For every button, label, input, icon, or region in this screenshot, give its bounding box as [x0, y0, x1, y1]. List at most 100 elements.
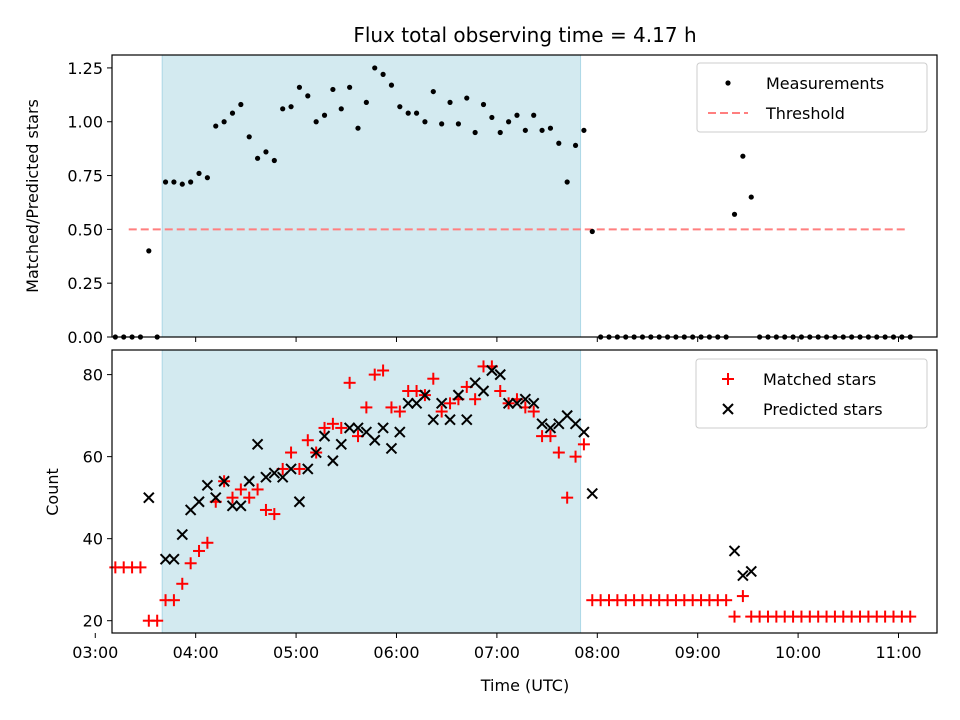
- matched-star-point: [728, 610, 741, 623]
- legend-matched-marker: [722, 373, 734, 385]
- predicted-star-stroke-b: [486, 364, 498, 377]
- matched-star-point: [301, 434, 314, 447]
- predicted-star-stroke-b: [544, 422, 557, 434]
- matched-star-point: [176, 577, 189, 590]
- measurement-point: [238, 101, 244, 108]
- matched-star-point: [393, 405, 406, 418]
- predicted-star-stroke-b: [235, 500, 247, 512]
- predicted-star-point: [452, 389, 465, 401]
- legend-matched-label: Matched stars: [763, 370, 876, 389]
- predicted-star-point: [427, 414, 440, 426]
- predicted-star-point: [385, 442, 398, 455]
- measurement-point: [288, 104, 294, 110]
- measurement-point: [489, 114, 495, 121]
- measurement-point: [547, 125, 554, 131]
- x-tick-label: 03:00: [72, 643, 118, 662]
- predicted-star-stroke-b: [519, 393, 532, 405]
- matched-star-point: [326, 417, 339, 430]
- matched-star-point: [259, 503, 272, 516]
- matched-star-point: [268, 508, 281, 521]
- top-y-tick-label: 0.50: [67, 220, 103, 239]
- legend-measurements-label: Measurements: [766, 74, 884, 93]
- matched-star-point: [251, 483, 264, 496]
- predicted-star-stroke-b: [218, 475, 230, 487]
- measurement-point: [731, 211, 738, 217]
- predicted-star-point: [461, 414, 473, 426]
- x-tick-label: 07:00: [474, 643, 520, 662]
- predicted-star-point: [435, 397, 448, 410]
- matched-star-point: [243, 491, 256, 504]
- matched-star-point: [736, 590, 749, 603]
- predicted-star-stroke-b: [343, 422, 356, 434]
- predicted-star-point: [235, 500, 247, 512]
- predicted-star-point: [544, 422, 557, 434]
- top-legend-box: [696, 62, 928, 133]
- measurement-point: [572, 142, 579, 149]
- predicted-star-point: [176, 528, 188, 541]
- bottom-legend: Matched stars Predicted stars: [695, 358, 928, 429]
- predicted-star-point: [168, 553, 180, 565]
- chart-title: Flux total observing time = 4.17 h: [353, 23, 696, 47]
- measurement-point: [397, 104, 403, 110]
- predicted-star-stroke-b: [728, 545, 741, 557]
- predicted-star-point: [737, 569, 749, 582]
- measurement-point: [162, 179, 169, 185]
- predicted-star-point: [494, 368, 506, 381]
- predicted-star-stroke-b: [293, 496, 306, 508]
- x-tick-label: 06:00: [373, 643, 419, 662]
- predicted-star-point: [159, 553, 172, 565]
- measurement-point: [321, 112, 328, 118]
- matched-star-point: [385, 401, 398, 414]
- matched-star-point: [527, 405, 540, 418]
- measurement-point: [372, 65, 378, 71]
- x-tick-label: 09:00: [675, 643, 721, 662]
- matched-star-point: [377, 364, 390, 377]
- predicted-star-stroke-b: [586, 487, 598, 500]
- predicted-star-point: [728, 545, 741, 557]
- predicted-star-stroke-b: [394, 426, 406, 438]
- predicted-star-point: [343, 422, 356, 434]
- predicted-star-point: [527, 397, 540, 410]
- predicted-star-point: [285, 463, 297, 475]
- x-tick-label: 04:00: [173, 643, 219, 662]
- predicted-star-stroke-b: [527, 397, 540, 410]
- predicted-star-stroke-b: [461, 414, 473, 426]
- measurement-point: [464, 95, 470, 101]
- predicted-star-stroke-b: [737, 569, 749, 582]
- predicted-star-stroke-b: [360, 426, 373, 438]
- measurement-point: [254, 155, 261, 161]
- predicted-star-point: [377, 422, 389, 434]
- x-tick-label: 05:00: [273, 643, 319, 662]
- predicted-star-point: [193, 496, 205, 508]
- predicted-star-stroke-b: [477, 385, 490, 397]
- predicted-star-point: [745, 565, 757, 578]
- matched-star-point: [435, 405, 448, 418]
- measurement-point: [455, 121, 461, 127]
- matched-star-point: [544, 430, 557, 443]
- measurement-point: [271, 157, 277, 164]
- legend-threshold-label: Threshold: [765, 104, 845, 123]
- x-axis-label: Time (UTC): [480, 676, 569, 695]
- predicted-star-stroke-b: [310, 446, 322, 459]
- measurement-point: [422, 119, 428, 125]
- predicted-star-point: [586, 487, 598, 500]
- matched-star-point: [427, 372, 440, 385]
- predicted-star-point: [335, 438, 347, 451]
- predicted-star-point: [486, 364, 498, 377]
- matched-star-point: [293, 462, 306, 475]
- x-tick-label: 11:00: [875, 643, 921, 662]
- predicted-star-stroke-b: [402, 397, 414, 410]
- measurement-point: [355, 125, 361, 131]
- measurement-point: [280, 106, 286, 112]
- matched-star-point: [552, 446, 565, 459]
- predicted-star-point: [352, 422, 364, 434]
- predicted-star-point: [419, 389, 431, 401]
- matched-star-point: [226, 491, 239, 504]
- matched-star-point: [561, 491, 574, 504]
- predicted-star-stroke-b: [302, 463, 314, 475]
- predicted-star-point: [578, 426, 590, 438]
- predicted-star-stroke-b: [377, 422, 389, 434]
- predicted-star-point: [143, 491, 155, 504]
- predicted-star-stroke-b: [318, 430, 331, 442]
- bottom-y-axis-label: Count: [43, 468, 62, 516]
